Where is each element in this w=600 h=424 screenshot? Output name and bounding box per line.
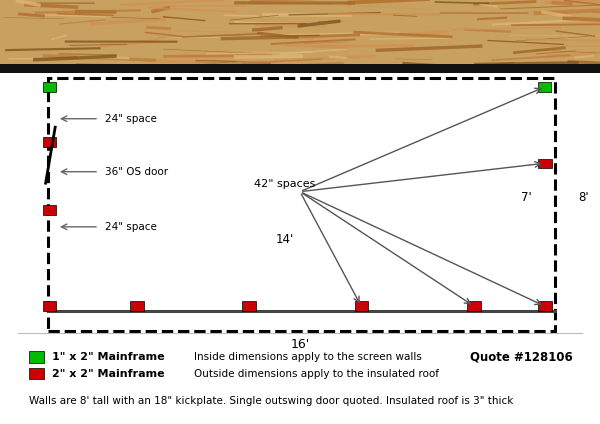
Text: 2" x 2" Mainframe: 2" x 2" Mainframe <box>52 369 164 379</box>
Text: 1" x 2" Mainframe: 1" x 2" Mainframe <box>52 352 164 362</box>
Bar <box>355 301 368 311</box>
Bar <box>29 368 44 379</box>
Bar <box>467 301 481 311</box>
Text: 42" spaces: 42" spaces <box>254 179 316 190</box>
Bar <box>43 205 56 215</box>
Bar <box>0 64 600 73</box>
Text: 16': 16' <box>290 338 310 351</box>
Text: 24" space: 24" space <box>105 222 157 232</box>
Bar <box>0 0 600 68</box>
Text: Walls are 8' tall with an 18" kickplate. Single outswing door quoted. Insulated : Walls are 8' tall with an 18" kickplate.… <box>29 396 513 406</box>
Bar <box>538 159 552 168</box>
Text: 7': 7' <box>521 191 532 204</box>
Text: 36" OS door: 36" OS door <box>105 167 168 177</box>
Text: Inside dimensions apply to the screen walls: Inside dimensions apply to the screen wa… <box>194 352 422 362</box>
Text: 24" space: 24" space <box>105 114 157 124</box>
Bar <box>43 301 56 311</box>
Text: 14': 14' <box>276 233 294 246</box>
Bar <box>48 78 555 331</box>
Text: Quote #128106: Quote #128106 <box>470 351 572 363</box>
Bar <box>538 82 551 92</box>
Text: 8': 8' <box>578 191 589 204</box>
Bar <box>29 351 44 363</box>
Bar <box>538 301 552 311</box>
Bar <box>242 301 256 311</box>
Bar <box>43 82 56 92</box>
Text: Outside dimensions apply to the insulated roof: Outside dimensions apply to the insulate… <box>194 369 439 379</box>
Bar <box>130 301 144 311</box>
Bar <box>43 137 56 147</box>
